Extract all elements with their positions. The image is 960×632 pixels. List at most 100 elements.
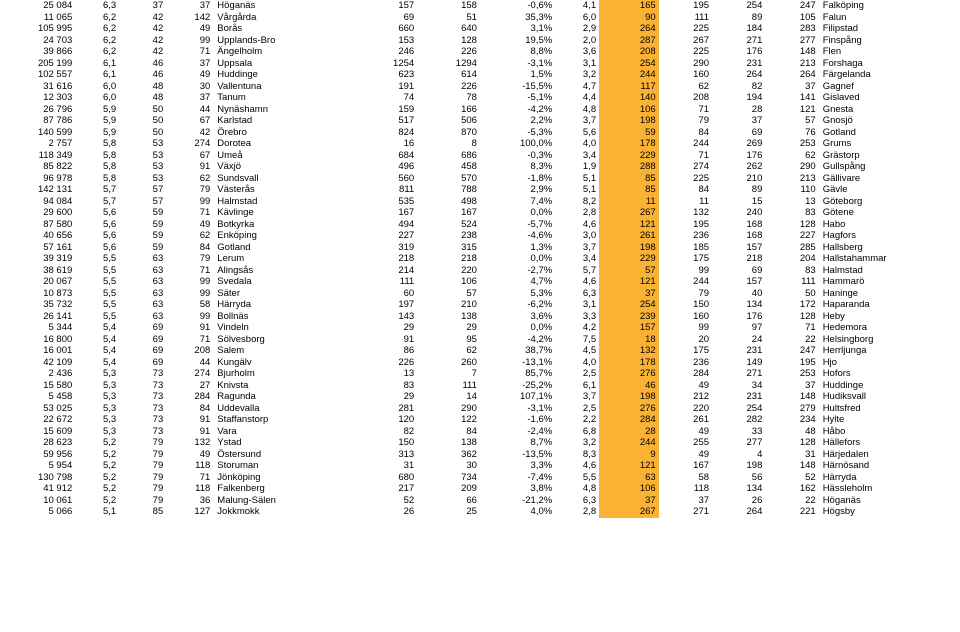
cell: 84 — [166, 242, 213, 254]
cell: 99 — [166, 311, 213, 323]
cell: 214 — [354, 265, 417, 277]
cell: 210 — [712, 173, 765, 185]
cell: 238 — [417, 230, 480, 242]
cell: 57 — [765, 115, 818, 127]
cell: Vårgårda — [213, 12, 354, 24]
cell: 49 — [166, 69, 213, 81]
cell: Svedala — [213, 276, 354, 288]
cell: 6,2 — [75, 12, 119, 24]
table-row: 41 9125,279118Falkenberg2172093,8%4,8106… — [0, 483, 960, 495]
cell: 42 — [119, 12, 166, 24]
cell: Filipstad — [819, 23, 960, 35]
cell: 8,7% — [480, 437, 555, 449]
cell: 107,1% — [480, 391, 555, 403]
table-row: 142 1315,75779Västerås8117882,9%5,185848… — [0, 184, 960, 196]
cell: 82 — [354, 426, 417, 438]
cell: 157 — [712, 276, 765, 288]
cell: Huddinge — [213, 69, 354, 81]
cell: 40 656 — [0, 230, 75, 242]
cell: 194 — [712, 92, 765, 104]
cell: 8,8% — [480, 46, 555, 58]
cell: 15 — [712, 196, 765, 208]
cell: 13 — [765, 196, 818, 208]
cell: 121 — [599, 276, 659, 288]
cell: 1,3% — [480, 242, 555, 254]
cell: 91 — [354, 334, 417, 346]
cell: 128 — [765, 219, 818, 231]
cell: -1,8% — [480, 173, 555, 185]
table-row: 25 0846,33737Höganäs157158-0,6%4,1165195… — [0, 0, 960, 12]
cell: Gävle — [819, 184, 960, 196]
cell: 35,3% — [480, 12, 555, 24]
cell: 91 — [166, 161, 213, 173]
cell: 31 — [354, 460, 417, 472]
cell: Helsingborg — [819, 334, 960, 346]
cell: Grums — [819, 138, 960, 150]
cell: Nynäshamn — [213, 104, 354, 116]
cell: 6,2 — [75, 23, 119, 35]
cell: Hällefors — [819, 437, 960, 449]
cell: Härnösand — [819, 460, 960, 472]
table-row: 29 6005,65971Kävlinge1671670,0%2,8267132… — [0, 207, 960, 219]
cell: 159 — [354, 104, 417, 116]
cell: 5,1 — [555, 184, 599, 196]
cell: 37 — [765, 380, 818, 392]
cell: 5,8 — [75, 173, 119, 185]
cell: 99 — [659, 322, 712, 334]
cell: Karlstad — [213, 115, 354, 127]
cell: Hultsfred — [819, 403, 960, 415]
cell: 220 — [417, 265, 480, 277]
cell: 11 — [599, 196, 659, 208]
cell: 28 623 — [0, 437, 75, 449]
cell: 6,0 — [555, 12, 599, 24]
cell: 66 — [417, 495, 480, 507]
cell: 52 — [765, 472, 818, 484]
cell: 118 — [166, 483, 213, 495]
cell: -15,5% — [480, 81, 555, 93]
cell: Botkyrka — [213, 219, 354, 231]
cell: 37 — [765, 81, 818, 93]
cell: Forshaga — [819, 58, 960, 70]
cell: 79 — [119, 483, 166, 495]
cell: Vara — [213, 426, 354, 438]
cell: 20 — [659, 334, 712, 346]
cell: Höganäs — [819, 495, 960, 507]
cell: 1294 — [417, 58, 480, 70]
cell: 87 580 — [0, 219, 75, 231]
cell: 494 — [354, 219, 417, 231]
cell: 121 — [765, 104, 818, 116]
table-row: 26 1415,56399Bollnäs1431383,6%3,32391601… — [0, 311, 960, 323]
cell: 12 303 — [0, 92, 75, 104]
cell: 84 — [166, 403, 213, 415]
table-row: 205 1996,14637Uppsala12541294-3,1%3,1254… — [0, 58, 960, 70]
cell: 26 796 — [0, 104, 75, 116]
cell: 59 — [119, 230, 166, 242]
cell: 220 — [659, 403, 712, 415]
cell: 79 — [119, 449, 166, 461]
cell: Ragunda — [213, 391, 354, 403]
cell: 91 — [166, 322, 213, 334]
cell: 26 141 — [0, 311, 75, 323]
cell: 11 065 — [0, 12, 75, 24]
cell: 97 — [712, 322, 765, 334]
table-row: 87 5805,65949Botkyrka494524-5,7%4,612119… — [0, 219, 960, 231]
cell: 640 — [417, 23, 480, 35]
cell: Salem — [213, 345, 354, 357]
table-row: 15 6095,37391Vara8284-2,4%6,828493348Håb… — [0, 426, 960, 438]
cell: 217 — [354, 483, 417, 495]
cell: 5,7 — [555, 265, 599, 277]
cell: 5,5 — [555, 472, 599, 484]
cell: 157 — [599, 322, 659, 334]
cell: 3,3 — [555, 311, 599, 323]
table-row: 39 3195,56379Lerum2182180,0%3,4229175218… — [0, 253, 960, 265]
cell: 128 — [765, 437, 818, 449]
cell: 229 — [599, 253, 659, 265]
cell: Lerum — [213, 253, 354, 265]
cell: 44 — [166, 104, 213, 116]
cell: Hammarö — [819, 276, 960, 288]
cell: Härryda — [819, 472, 960, 484]
cell: 524 — [417, 219, 480, 231]
cell: 218 — [354, 253, 417, 265]
cell: Gnosjö — [819, 115, 960, 127]
cell: 198 — [599, 242, 659, 254]
